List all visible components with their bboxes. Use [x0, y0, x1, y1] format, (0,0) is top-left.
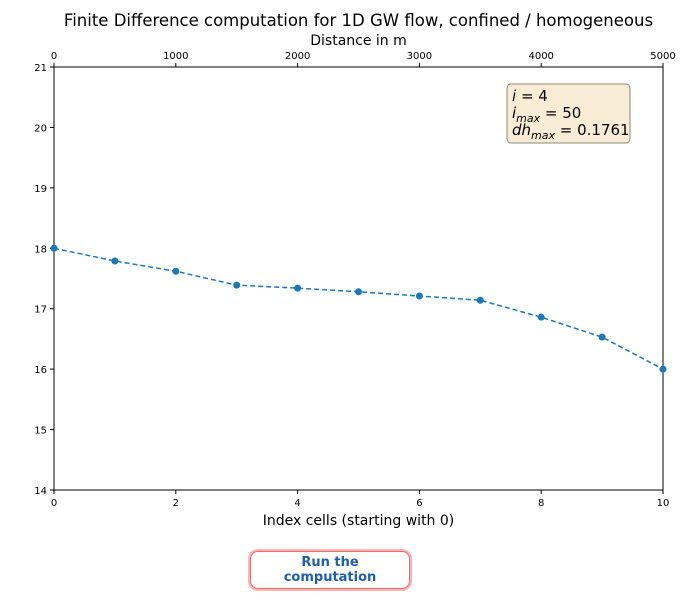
x2-tick-label: 4000: [528, 51, 553, 62]
data-point: [50, 244, 58, 252]
x-tick-label: 4: [294, 498, 300, 509]
chart-title: Finite Difference computation for 1D GW …: [64, 11, 653, 30]
data-point: [172, 267, 180, 275]
plot-frame: [53, 66, 664, 491]
x-tick-label: 2: [173, 498, 179, 509]
x-tick-label: 6: [416, 498, 422, 509]
y-tick-label: 18: [34, 244, 47, 255]
data-point: [537, 313, 545, 321]
y-tick-label: 15: [34, 426, 47, 437]
y-tick-label: 19: [34, 184, 47, 195]
data-point: [598, 333, 606, 341]
y-tick-label: 17: [34, 305, 47, 316]
x2-tick-label: 2000: [285, 51, 310, 62]
x-tick-label: 10: [657, 498, 670, 509]
x-tick-label: 8: [538, 498, 544, 509]
run-computation-button[interactable]: Run the computation: [250, 551, 410, 589]
chart: Finite Difference computation for 1D GW …: [34, 11, 675, 529]
data-point: [476, 296, 484, 304]
x2-tick-label: 3000: [407, 51, 432, 62]
x2-tick-label: 1000: [163, 51, 188, 62]
x2-tick-label: 5000: [650, 51, 675, 62]
annotation-line: dhmax = 0.1761: [512, 121, 630, 142]
x-tick-label: 0: [51, 498, 57, 509]
data-point: [355, 288, 362, 296]
annotation-line: i = 4: [512, 87, 548, 105]
data-point: [659, 365, 667, 373]
data-point: [415, 292, 423, 300]
x-axis-label: Index cells (starting with 0): [263, 513, 455, 529]
annotation-line: imax = 50: [512, 104, 581, 125]
x2-axis-label: Distance in m: [310, 33, 407, 49]
data-point: [111, 257, 119, 265]
data-point: [294, 284, 302, 292]
series-line: [53, 247, 664, 370]
y-tick-label: 14: [34, 486, 47, 497]
y-tick-label: 16: [34, 365, 47, 376]
y-tick-label: 21: [34, 63, 47, 74]
y-tick-label: 20: [34, 123, 47, 134]
data-point: [233, 281, 241, 289]
annotation-box: [506, 83, 631, 144]
x2-tick-label: 0: [51, 51, 57, 62]
